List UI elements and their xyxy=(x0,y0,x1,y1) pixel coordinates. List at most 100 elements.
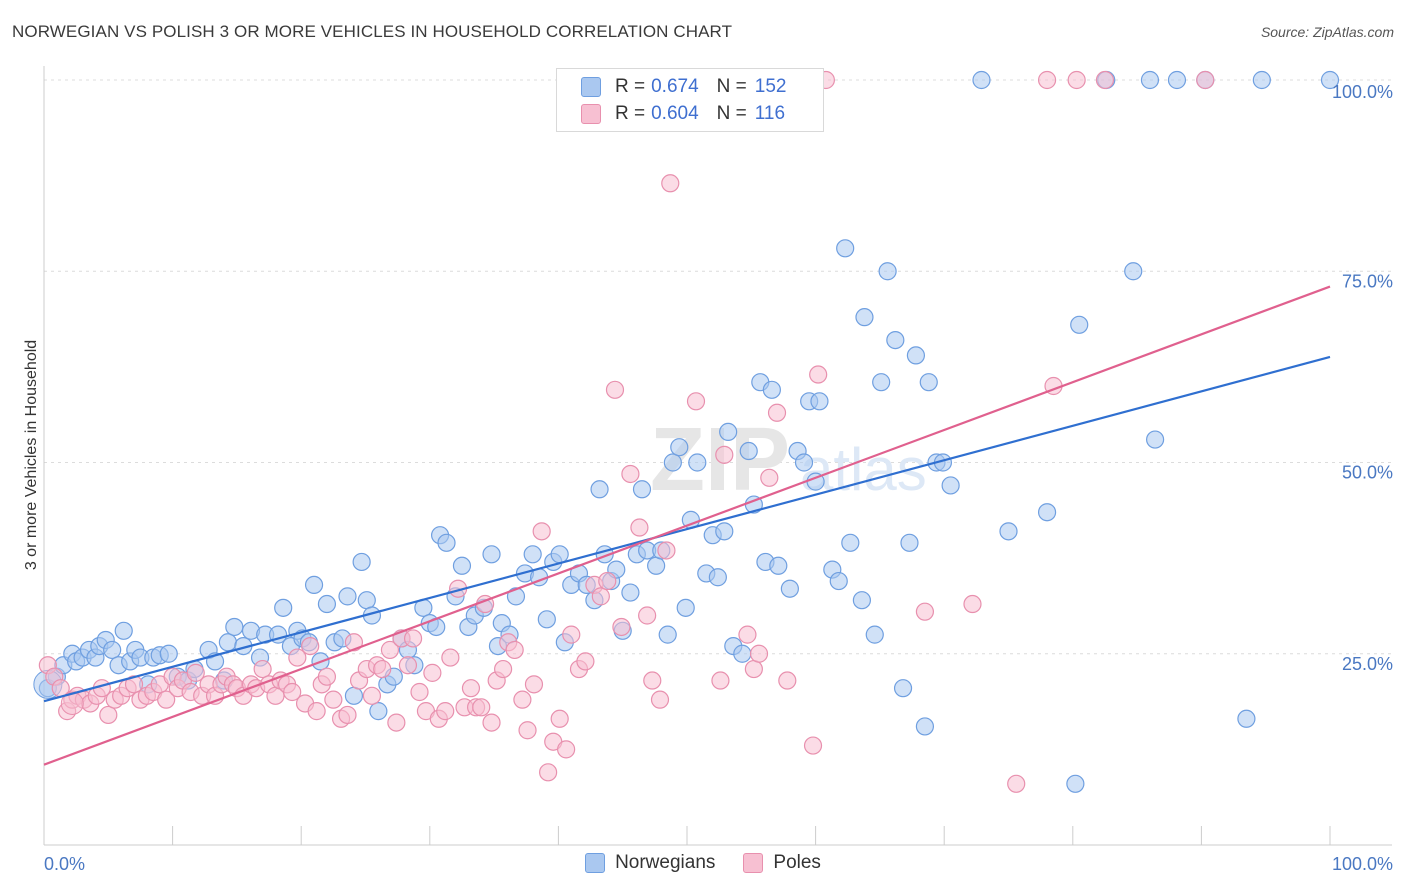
polish-point xyxy=(124,675,144,694)
legend-n-value-norwegians: 152 xyxy=(754,76,787,97)
norwegian-point xyxy=(836,239,855,258)
legend-item-norwegians: Norwegians xyxy=(585,852,715,874)
legend-swatch-norwegians xyxy=(581,77,601,97)
polish-point xyxy=(638,606,657,625)
legend-r-value-norwegians: 0.674 xyxy=(651,76,699,97)
trend-lines xyxy=(43,285,1331,766)
norwegian-point xyxy=(670,438,689,457)
series-legend: Norwegians Poles xyxy=(0,852,1406,874)
polish-point xyxy=(301,636,320,656)
norwegian-point xyxy=(676,598,695,617)
norwegian-point xyxy=(632,480,652,499)
polish-point xyxy=(643,671,662,690)
polish-point xyxy=(482,713,501,732)
norwegian-point xyxy=(369,702,388,721)
norwegians-trend-line xyxy=(43,355,1331,703)
polish-point xyxy=(505,640,524,660)
norwegian-point xyxy=(1252,70,1271,90)
polish-point xyxy=(1037,70,1057,90)
polish-point xyxy=(576,652,595,671)
tick-labels: 25.0% 50.0% 75.0% 100.0% 0.0% 100.0% xyxy=(44,82,1393,874)
norwegian-point xyxy=(919,373,938,392)
polish-point xyxy=(686,392,706,411)
y-axis-label: 3 or more Vehicles in Household xyxy=(23,340,40,570)
norwegian-point xyxy=(437,533,456,552)
norwegian-point xyxy=(1146,430,1165,449)
norwegian-point xyxy=(658,625,677,644)
polish-point xyxy=(532,522,551,541)
norwegian-point xyxy=(886,331,905,350)
norwegian-point xyxy=(841,533,860,552)
axes xyxy=(43,66,1392,846)
norwegian-point xyxy=(999,522,1018,541)
y-tick-label: 25.0% xyxy=(1342,654,1393,674)
norwegian-point xyxy=(159,644,178,663)
polish-point xyxy=(387,713,406,732)
polish-point xyxy=(539,763,558,782)
norwegian-point xyxy=(506,587,526,606)
polish-point xyxy=(650,690,670,709)
legend-item-poles: Poles xyxy=(743,852,821,874)
polish-point xyxy=(338,705,357,725)
polish-point xyxy=(324,690,343,709)
polish-point xyxy=(186,663,205,682)
norwegian-point xyxy=(338,587,357,606)
polish-point xyxy=(657,541,676,560)
norwegian-point xyxy=(663,453,682,472)
polish-point xyxy=(767,403,787,422)
source-label: Source: ZipAtlas.com xyxy=(1260,24,1394,40)
polish-point xyxy=(803,736,823,755)
norwegian-point xyxy=(719,422,738,441)
norwegian-point xyxy=(550,545,569,564)
polish-point xyxy=(524,675,544,694)
norwegian-point xyxy=(739,441,758,461)
polish-point xyxy=(380,640,400,660)
polish-point xyxy=(436,702,455,721)
norwegian-point xyxy=(762,380,781,399)
polish-point xyxy=(711,671,730,690)
polish-point xyxy=(518,721,537,740)
polish-point xyxy=(283,682,302,702)
norwegian-point xyxy=(688,453,707,472)
polish-point xyxy=(423,663,442,682)
y-tick-label: 75.0% xyxy=(1342,271,1393,291)
norwegian-point xyxy=(780,579,799,598)
norwegian-point xyxy=(1140,70,1160,90)
polish-point xyxy=(557,740,576,759)
norwegian-point xyxy=(537,610,556,629)
polish-point xyxy=(749,644,769,663)
legend-swatch-poles xyxy=(581,104,601,124)
polish-point xyxy=(317,667,337,686)
norwegian-point xyxy=(893,679,913,698)
y-tick-label: 100.0% xyxy=(1332,82,1393,102)
polish-point xyxy=(1067,70,1086,90)
norwegian-point xyxy=(1237,709,1256,728)
legend-swatch-poles xyxy=(743,853,764,873)
norwegian-point xyxy=(452,556,472,575)
legend-r-label: R = xyxy=(615,76,646,97)
correlation-legend: R = 0.674 N = 152 R = 0.604 N = 116 xyxy=(556,68,824,132)
polish-point xyxy=(398,656,418,675)
norwegian-point xyxy=(972,70,991,90)
norwegian-point xyxy=(590,480,609,499)
norwegian-point xyxy=(1037,503,1057,522)
norwegian-point xyxy=(852,591,871,610)
norwegian-point xyxy=(621,583,640,602)
y-tick-label: 50.0% xyxy=(1342,463,1393,483)
norwegian-point xyxy=(769,556,788,575)
norwegian-point xyxy=(352,552,371,572)
norwegian-point xyxy=(715,522,734,541)
legend-r-value-poles: 0.604 xyxy=(651,103,699,124)
legend-swatch-norwegians xyxy=(585,853,606,873)
x-tick-label: 100.0% xyxy=(1332,854,1393,874)
polish-point xyxy=(963,594,982,614)
polish-point xyxy=(307,702,326,721)
polish-point xyxy=(915,602,935,621)
polish-point xyxy=(441,648,460,667)
polish-point xyxy=(461,679,481,698)
polish-point xyxy=(744,659,763,679)
poles-trend-line xyxy=(43,285,1331,766)
norwegian-point xyxy=(865,625,884,644)
norwegian-point xyxy=(915,717,935,736)
norwegian-point xyxy=(872,373,891,392)
